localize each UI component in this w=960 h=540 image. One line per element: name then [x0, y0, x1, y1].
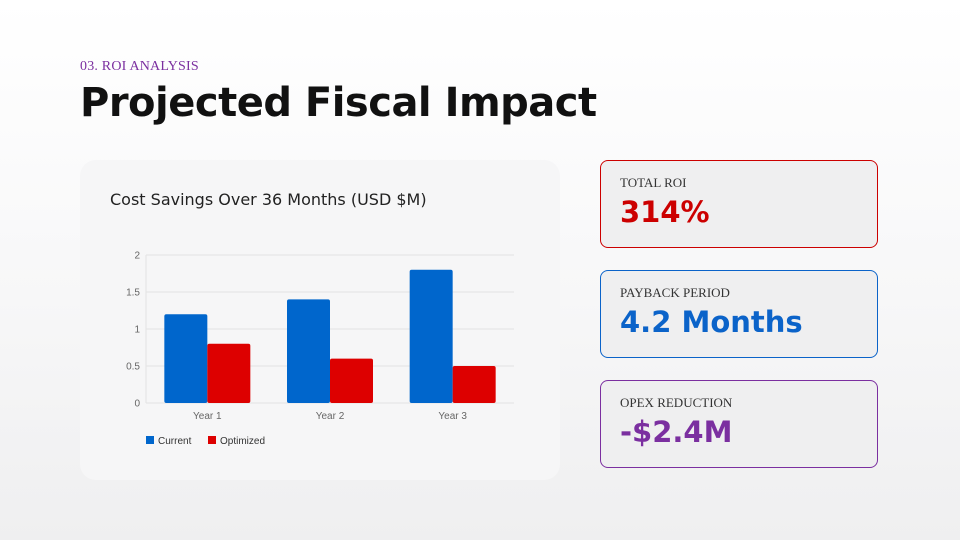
- cost-savings-chart: 0 0.5 1 1.5 2 Year 1 Year 2 Year 3 Current Optimi…: [126, 251, 514, 447]
- bar-current-year-1: [164, 314, 208, 403]
- metric-label: TOTAL ROI: [620, 175, 687, 190]
- x-tick-label: Year 1: [193, 411, 222, 422]
- metric-label: PAYBACK PERIOD: [620, 285, 730, 300]
- metric-value: -$2.4M: [620, 415, 733, 449]
- x-tick-label: Year 2: [316, 411, 345, 422]
- metric-card-total-roi: TOTAL ROI 314%: [600, 160, 878, 248]
- legend-swatch-current: [146, 436, 154, 444]
- bar-optimized-year-1: [207, 343, 251, 403]
- bar-current-year-3: [409, 269, 453, 403]
- metric-value: 4.2 Months: [620, 305, 803, 339]
- bar-optimized-year-3: [452, 366, 496, 403]
- metric-label: OPEX REDUCTION: [620, 395, 733, 410]
- metric-value: 314%: [620, 195, 710, 229]
- y-tick-label: 0.5: [126, 362, 140, 373]
- x-tick-label: Year 3: [438, 411, 467, 422]
- bar-optimized-year-2: [330, 358, 373, 403]
- section-eyebrow: 03. ROI ANALYSIS: [80, 59, 199, 74]
- legend-label-optimized: Optimized: [220, 436, 265, 447]
- legend-swatch-optimized: [208, 436, 216, 444]
- page-title: Projected Fiscal Impact: [80, 80, 597, 126]
- metric-card-opex-reduction: OPEX REDUCTION -$2.4M: [600, 380, 878, 468]
- chart-card: Cost Savings Over 36 Months (USD $M) 0 0.…: [80, 160, 560, 480]
- y-tick-label: 0: [134, 399, 140, 410]
- legend-label-current: Current: [158, 436, 192, 447]
- y-tick-label: 1: [134, 325, 140, 336]
- chart-title: Cost Savings Over 36 Months (USD $M): [110, 190, 427, 209]
- bar-current-year-2: [287, 299, 330, 403]
- y-tick-label: 2: [134, 251, 140, 262]
- metric-card-payback-period: PAYBACK PERIOD 4.2 Months: [600, 270, 878, 358]
- y-tick-label: 1.5: [126, 288, 140, 299]
